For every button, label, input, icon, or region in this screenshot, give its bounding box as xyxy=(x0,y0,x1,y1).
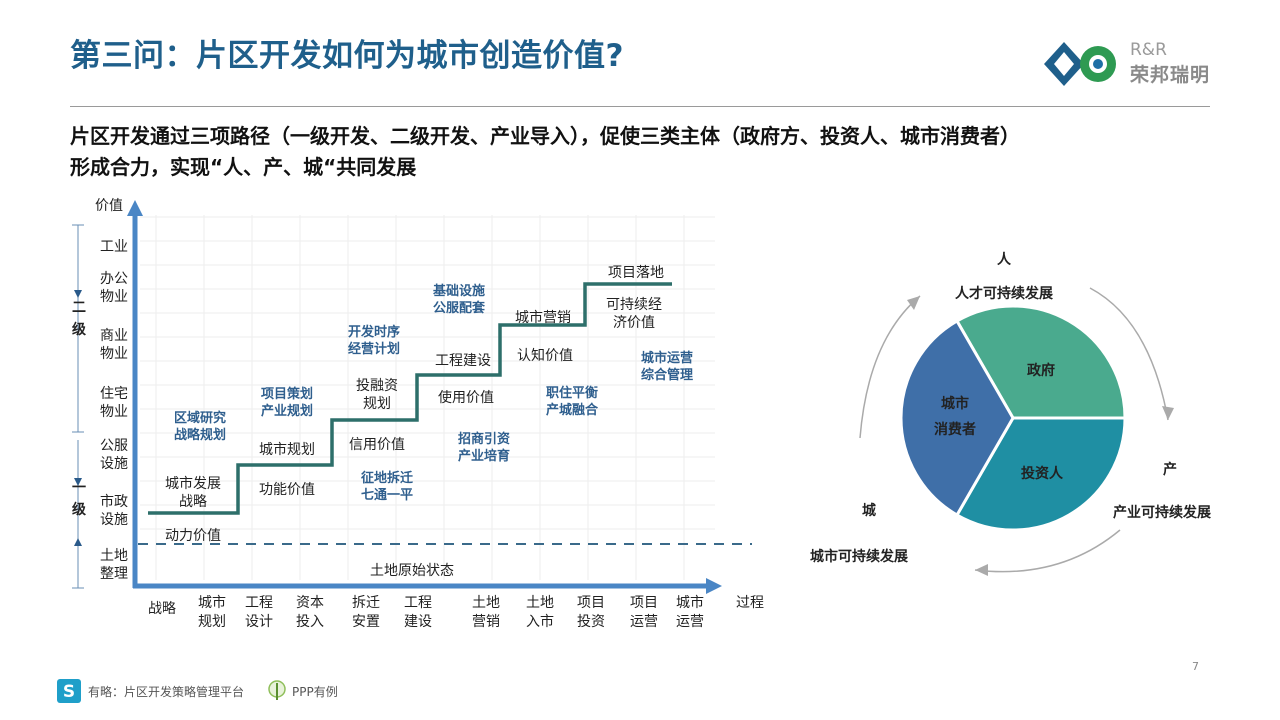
right-label: 产业可持续发展 xyxy=(1113,504,1211,521)
group-label: 一级 xyxy=(72,480,87,518)
right-character: 产 xyxy=(1163,461,1177,478)
y-tick-label: 办公物业 xyxy=(100,271,128,305)
group-label: 二级 xyxy=(72,300,87,338)
x-tick-label: 资本投入 xyxy=(296,595,324,630)
step-activity-label: 项目策划产业规划 xyxy=(261,386,313,419)
pie-segment xyxy=(954,416,1127,532)
top-label: 人才可持续发展 xyxy=(955,285,1053,302)
y-tick-label: 土地整理 xyxy=(100,548,128,582)
brand-latin-name: R&R xyxy=(1130,40,1167,60)
y-axis-label: 价值 xyxy=(95,198,123,214)
left-character: 城 xyxy=(862,502,876,519)
y-tick-label: 商业物业 xyxy=(100,328,128,362)
stakeholder-pie xyxy=(899,304,1127,532)
step-activity-label: 职住平衡产城融合 xyxy=(546,385,599,418)
step-label: 城市规划 xyxy=(259,441,315,458)
step-label: 城市发展战略 xyxy=(165,475,221,510)
y-tick-label: 住宅物业 xyxy=(100,386,128,420)
diagram-axes xyxy=(72,200,752,594)
subtitle-line-1: 片区开发通过三项路径（一级开发、二级开发、产业导入），促使三类主体（政府方、投资… xyxy=(70,124,1020,148)
page-number: 7 xyxy=(1192,660,1199,673)
step-value-label: 信用价值 xyxy=(349,437,405,453)
step-activity-label: 招商引资产业培育 xyxy=(458,431,510,464)
title-divider xyxy=(70,106,1210,107)
pie-segment xyxy=(954,304,1127,420)
step-activity-label: 城市运营综合管理 xyxy=(641,350,693,383)
svg-text:S: S xyxy=(63,682,75,702)
cycle-arrows xyxy=(859,287,1174,576)
pie-segment xyxy=(899,318,1015,518)
x-tick-label: 土地营销 xyxy=(472,595,500,630)
step-label: 城市营销 xyxy=(515,309,571,326)
x-tick-label: 工程设计 xyxy=(245,595,273,630)
step-activity-label: 区域研究战略规划 xyxy=(174,410,226,443)
y-tick-label: 公服设施 xyxy=(100,438,128,472)
footer-platform-name: 有略：片区开发策略管理平台 xyxy=(88,685,245,699)
diagram-grid xyxy=(140,215,715,580)
step-label: 投融资规划 xyxy=(356,378,398,412)
step-value-label: 使用价值 xyxy=(438,389,494,406)
step-label: 工程建设 xyxy=(435,353,491,369)
subtitle-line-2: 形成合力，实现“人、产、城“共同发展 xyxy=(70,155,417,179)
step-label: 项目落地 xyxy=(608,265,664,281)
pie-segment-label: 城市消费者 xyxy=(934,395,976,438)
baseline-label: 土地原始状态 xyxy=(370,563,454,579)
brand-chinese-name: 荣邦瑞明 xyxy=(1130,64,1211,86)
x-tick-label: 城市运营 xyxy=(676,594,704,630)
youlue-logo-icon: S xyxy=(57,679,81,703)
pie-segment-label: 政府 xyxy=(1027,362,1055,379)
x-tick-label: 战略 xyxy=(148,601,176,617)
step-value-label: 动力价值 xyxy=(165,528,221,544)
step-activity-label: 开发时序经营计划 xyxy=(348,324,400,357)
y-tick-label: 工业 xyxy=(100,239,128,255)
step-activity-label: 征地拆迁七通一平 xyxy=(361,470,413,503)
x-tick-label: 项目投资 xyxy=(577,595,605,630)
x-tick-label: 工程建设 xyxy=(404,595,432,630)
footer-ppp-name: PPP有例 xyxy=(292,685,338,699)
ppp-logo-icon xyxy=(268,680,286,700)
brand-logo-icon xyxy=(1044,42,1116,86)
y-tick-label: 市政设施 xyxy=(100,493,128,528)
x-tick-label: 拆迁安置 xyxy=(352,595,380,630)
x-tick-label: 城市规划 xyxy=(198,594,226,630)
step-activity-label: 基础设施公服配套 xyxy=(432,283,486,316)
top-character: 人 xyxy=(997,251,1012,268)
step-value-label: 可持续经济价值 xyxy=(606,296,662,331)
x-axis-label: 过程 xyxy=(736,595,764,611)
left-label: 城市可持续发展 xyxy=(810,548,908,565)
pie-segment-label: 投资人 xyxy=(1021,465,1064,482)
x-tick-label: 土地入市 xyxy=(526,595,554,630)
page-title: 第三问：片区开发如何为城市创造价值? xyxy=(70,38,624,74)
x-tick-label: 项目运营 xyxy=(630,595,658,630)
step-value-label: 认知价值 xyxy=(517,347,573,364)
step-value-label: 功能价值 xyxy=(259,482,315,498)
